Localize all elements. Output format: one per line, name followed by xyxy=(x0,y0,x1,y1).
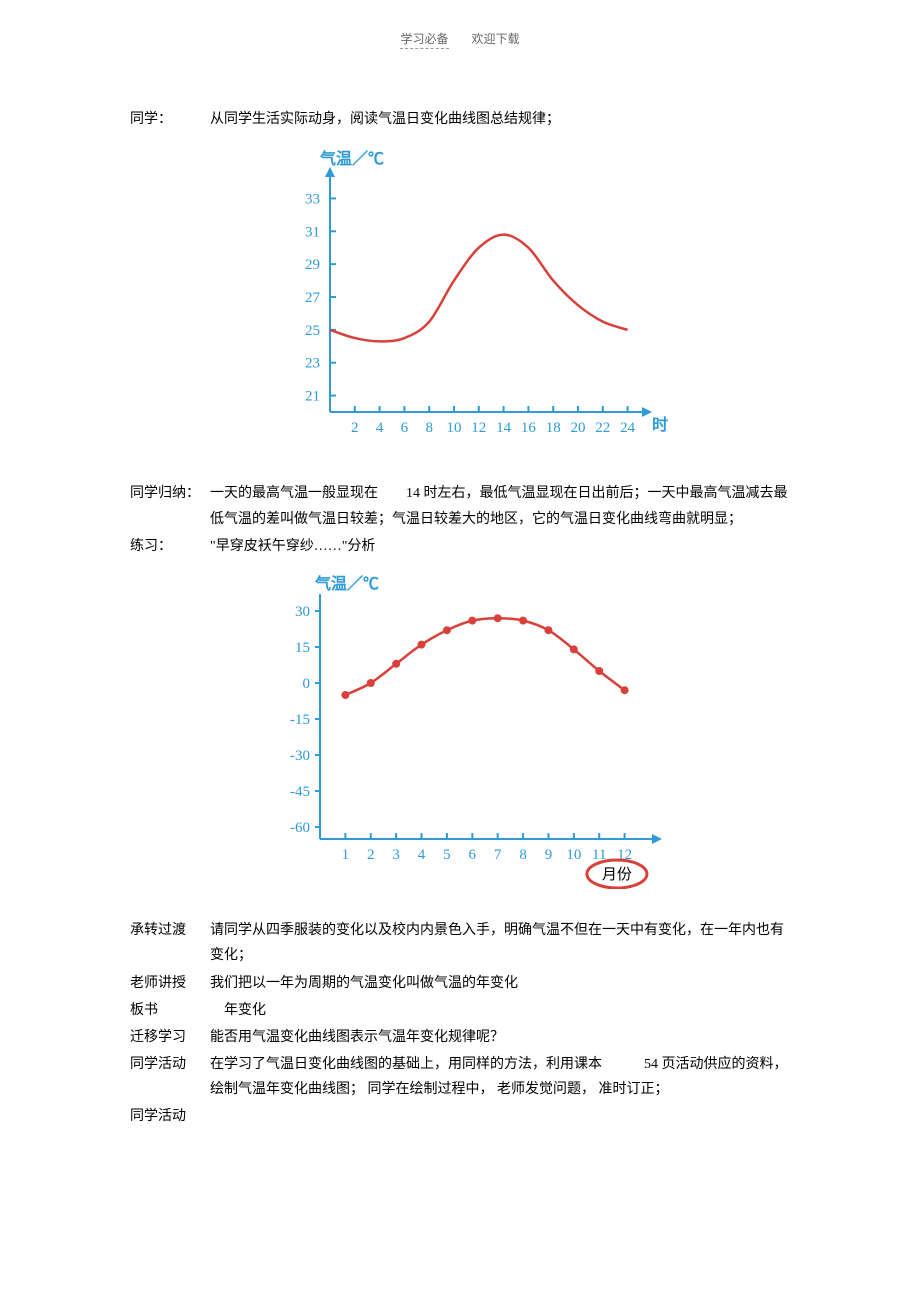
svg-text:3: 3 xyxy=(392,847,400,863)
svg-text:30: 30 xyxy=(295,604,310,620)
svg-text:8: 8 xyxy=(425,420,433,436)
text-row: 同学活动 xyxy=(130,1104,790,1129)
svg-text:2: 2 xyxy=(367,847,375,863)
svg-text:29: 29 xyxy=(305,257,320,273)
svg-text:月份: 月份 xyxy=(602,866,632,883)
row-text xyxy=(210,1104,790,1129)
chart2-svg: -60-45-30-1501530123456789101112气温／℃月份 xyxy=(240,569,680,889)
svg-text:25: 25 xyxy=(305,323,320,339)
svg-text:气温／℃: 气温／℃ xyxy=(319,149,384,168)
row-label: 同学活动 xyxy=(130,1052,210,1102)
svg-text:12: 12 xyxy=(471,420,486,436)
text-row: 老师讲授我们把以一年为周期的气温变化叫做气温的年变化 xyxy=(130,971,790,996)
svg-text:时: 时 xyxy=(652,416,668,434)
row-text: 一天的最高气温一般显现在 14 时左右，最低气温显现在日出前后；一天中最高气温减… xyxy=(210,481,790,531)
svg-text:22: 22 xyxy=(595,420,610,436)
svg-text:23: 23 xyxy=(305,356,320,372)
svg-text:14: 14 xyxy=(496,420,512,436)
svg-text:27: 27 xyxy=(305,290,321,306)
svg-text:10: 10 xyxy=(566,847,581,863)
row-label: 承转过渡 xyxy=(130,918,210,968)
svg-text:20: 20 xyxy=(571,420,586,436)
svg-text:9: 9 xyxy=(545,847,553,863)
svg-text:6: 6 xyxy=(469,847,477,863)
annual-temperature-chart: -60-45-30-1501530123456789101112气温／℃月份 xyxy=(130,569,790,898)
row-label: 同学： xyxy=(130,107,210,132)
svg-text:15: 15 xyxy=(295,640,310,656)
svg-text:7: 7 xyxy=(494,847,502,863)
chart1-svg: 2123252729313324681012141618202224气温／℃时 xyxy=(250,142,670,452)
svg-text:8: 8 xyxy=(519,847,527,863)
text-row: 练习： "早穿皮袄午穿纱……"分析 xyxy=(130,534,790,559)
svg-text:10: 10 xyxy=(447,420,462,436)
svg-text:16: 16 xyxy=(521,420,537,436)
daily-temperature-chart: 2123252729313324681012141618202224气温／℃时 xyxy=(130,142,790,461)
row-text: 年变化 xyxy=(210,998,790,1023)
text-row: 同学： 从同学生活实际动身，阅读气温日变化曲线图总结规律； xyxy=(130,107,790,132)
content-body: 同学： 从同学生活实际动身，阅读气温日变化曲线图总结规律； 2123252729… xyxy=(130,107,790,1130)
svg-text:6: 6 xyxy=(401,420,409,436)
text-row: 板书 年变化 xyxy=(130,998,790,1023)
svg-text:2: 2 xyxy=(351,420,359,436)
svg-text:1: 1 xyxy=(342,847,350,863)
row-label: 老师讲授 xyxy=(130,971,210,996)
svg-text:31: 31 xyxy=(305,224,320,240)
svg-text:0: 0 xyxy=(303,676,311,692)
svg-text:-15: -15 xyxy=(290,712,310,728)
row-text: 能否用气温变化曲线图表示气温年变化规律呢？ xyxy=(210,1025,790,1050)
svg-text:5: 5 xyxy=(443,847,451,863)
row-label: 板书 xyxy=(130,998,210,1023)
row-label: 同学活动 xyxy=(130,1104,210,1129)
text-row: 同学归纳： 一天的最高气温一般显现在 14 时左右，最低气温显现在日出前后；一天… xyxy=(130,481,790,531)
row-label: 练习： xyxy=(130,534,210,559)
svg-text:33: 33 xyxy=(305,192,320,208)
row-text: 从同学生活实际动身，阅读气温日变化曲线图总结规律； xyxy=(210,107,790,132)
text-row: 同学活动在学习了气温日变化曲线图的基础上，用同样的方法，利用课本 54 页活动供… xyxy=(130,1052,790,1102)
svg-text:气温／℃: 气温／℃ xyxy=(314,574,379,593)
page-header: 学习必备 欢迎下载 xyxy=(0,30,920,47)
header-right: 欢迎下载 xyxy=(472,32,520,46)
svg-text:4: 4 xyxy=(376,420,384,436)
svg-text:-45: -45 xyxy=(290,784,310,800)
svg-text:-30: -30 xyxy=(290,748,310,764)
text-row: 承转过渡请同学从四季服装的变化以及校内内景色入手，明确气温不但在一天中有变化，在… xyxy=(130,918,790,968)
row-text: 我们把以一年为周期的气温变化叫做气温的年变化 xyxy=(210,971,790,996)
row-label: 迁移学习 xyxy=(130,1025,210,1050)
text-row: 迁移学习能否用气温变化曲线图表示气温年变化规律呢？ xyxy=(130,1025,790,1050)
svg-text:21: 21 xyxy=(305,389,320,405)
row-text: 在学习了气温日变化曲线图的基础上，用同样的方法，利用课本 54 页活动供应的资料… xyxy=(210,1052,790,1102)
row-text: 请同学从四季服装的变化以及校内内景色入手，明确气温不但在一天中有变化，在一年内也… xyxy=(210,918,790,968)
svg-text:4: 4 xyxy=(418,847,426,863)
svg-text:24: 24 xyxy=(620,420,636,436)
header-left: 学习必备 xyxy=(400,32,448,49)
svg-text:-60: -60 xyxy=(290,820,310,836)
svg-text:18: 18 xyxy=(546,420,561,436)
row-text: "早穿皮袄午穿纱……"分析 xyxy=(210,534,790,559)
row-label: 同学归纳： xyxy=(130,481,210,531)
